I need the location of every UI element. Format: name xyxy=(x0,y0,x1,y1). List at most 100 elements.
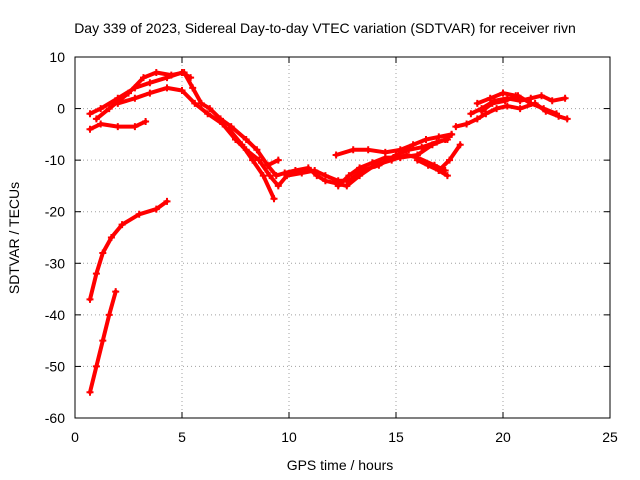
data-point xyxy=(467,110,475,118)
data-point xyxy=(311,167,319,174)
data-point xyxy=(364,146,372,154)
data-point xyxy=(204,110,212,118)
x-tick-label: 0 xyxy=(71,429,79,445)
data-point xyxy=(99,249,107,257)
data-point xyxy=(503,102,511,110)
data-point xyxy=(191,99,199,107)
data-point xyxy=(225,125,233,133)
data-point xyxy=(501,97,509,105)
plot-frame xyxy=(74,56,611,419)
data-point xyxy=(369,159,376,167)
data-point xyxy=(180,69,188,76)
data-point xyxy=(112,288,120,296)
data-point xyxy=(540,105,548,113)
data-point xyxy=(86,388,94,396)
data-point xyxy=(114,123,122,131)
data-point xyxy=(424,161,432,169)
data-point xyxy=(255,156,263,164)
data-point xyxy=(478,107,486,115)
chart-title: Day 339 of 2023, Sidereal Day-to-day VTE… xyxy=(74,20,576,36)
data-point xyxy=(146,79,154,87)
data-point xyxy=(131,94,139,102)
y-tick-label: -10 xyxy=(45,152,65,168)
y-tick-label: 0 xyxy=(57,101,65,117)
data-point xyxy=(163,197,171,205)
data-point xyxy=(473,115,481,123)
data-point xyxy=(446,156,453,164)
data-point xyxy=(283,172,291,180)
data-point xyxy=(538,92,545,100)
data-point xyxy=(86,110,94,118)
data-point xyxy=(452,123,460,131)
data-point xyxy=(135,210,143,218)
data-point xyxy=(86,125,94,133)
data-point xyxy=(97,120,105,128)
x-axis-label: GPS time / hours xyxy=(287,457,394,473)
data-point xyxy=(238,141,246,149)
y-tick-label: -50 xyxy=(45,358,65,374)
data-point xyxy=(92,270,100,278)
x-tick-label: 5 xyxy=(178,429,186,445)
data-point xyxy=(152,69,160,76)
data-point xyxy=(92,362,100,370)
data-point xyxy=(345,172,353,180)
data-point xyxy=(422,136,430,143)
data-point xyxy=(105,105,113,113)
series-line-arc-9 xyxy=(336,132,454,188)
data-point xyxy=(343,182,351,190)
data-point xyxy=(516,105,524,113)
data-point xyxy=(140,74,147,82)
data-point xyxy=(274,182,282,190)
data-point xyxy=(197,99,205,107)
data-point xyxy=(553,110,560,118)
series-line-arc-11 xyxy=(415,158,450,178)
series-line-arc-6 xyxy=(115,85,450,188)
data-point xyxy=(107,234,115,241)
y-tick-label: -20 xyxy=(45,204,65,220)
data-point xyxy=(146,89,154,97)
data-point xyxy=(274,156,282,164)
data-point xyxy=(435,133,443,141)
data-point xyxy=(527,99,535,107)
data-point xyxy=(118,221,126,229)
y-tick-label: 10 xyxy=(49,49,65,65)
data-point xyxy=(409,141,417,149)
x-tick-label: 20 xyxy=(495,429,511,445)
series-line-arc-16 xyxy=(475,91,518,106)
data-point xyxy=(264,161,272,169)
series-layer xyxy=(86,69,571,396)
data-point xyxy=(563,115,571,123)
data-point xyxy=(512,92,520,100)
data-point xyxy=(206,105,214,113)
data-point xyxy=(493,105,501,113)
grid-layer xyxy=(75,57,610,418)
data-point xyxy=(396,146,404,154)
data-point xyxy=(548,97,556,105)
data-point xyxy=(463,120,471,128)
y-tick-label: -30 xyxy=(45,255,65,271)
tick-layer: 0 5 10 15 20 25 -60 -50 -40 -30 -20 -10 0 10 xyxy=(45,49,618,445)
data-point xyxy=(92,115,100,123)
data-point xyxy=(321,172,329,180)
data-point xyxy=(152,205,160,213)
series-line-arc-2 xyxy=(88,199,169,302)
data-point xyxy=(167,71,175,79)
data-point xyxy=(114,99,122,107)
data-point xyxy=(413,156,421,164)
data-point xyxy=(428,141,436,149)
data-point xyxy=(105,311,113,319)
data-point xyxy=(298,169,306,177)
data-point xyxy=(259,172,267,180)
data-point xyxy=(482,110,490,118)
data-point xyxy=(435,167,443,174)
data-point xyxy=(131,123,139,131)
x-tick-label: 25 xyxy=(602,429,618,445)
data-point xyxy=(443,172,451,180)
x-tick-label: 15 xyxy=(388,429,404,445)
data-point xyxy=(270,195,278,203)
data-point xyxy=(219,120,227,128)
data-point xyxy=(97,105,105,113)
data-point xyxy=(178,87,186,94)
x-tick-label: 10 xyxy=(281,429,297,445)
